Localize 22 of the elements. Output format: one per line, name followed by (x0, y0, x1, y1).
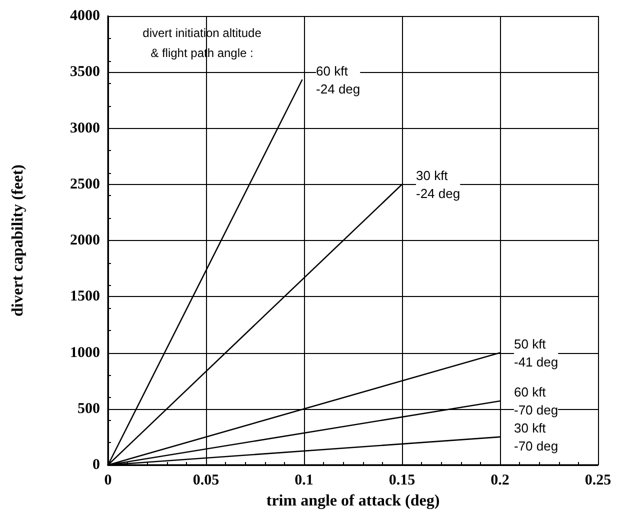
y-tick-label: 2000 (70, 232, 100, 248)
series-label: 50 kft -41 deg (514, 336, 558, 370)
x-tick-label: 0.05 (192, 472, 220, 488)
y-tick-label: 1000 (70, 344, 100, 361)
y-tick-label: 3000 (70, 120, 100, 136)
x-tick-label: 0.15 (388, 472, 416, 488)
x-tick-label: 0.1 (294, 472, 314, 488)
x-tick-label: 0.2 (490, 472, 510, 488)
x-tick-label: 0 (104, 472, 112, 488)
y-axis-title: divert capability (feet) (10, 164, 26, 316)
y-tick-label: 500 (78, 400, 100, 417)
series-label: 30 kft -70 deg (514, 420, 558, 454)
y-tick-label: 0 (92, 457, 100, 473)
series-label: 30 kft -24 deg (416, 168, 460, 201)
y-tick-label: 4000 (70, 8, 100, 24)
series-label: 60 kft -24 deg (316, 63, 360, 96)
x-axis-title: trim angle of attack (deg) (266, 492, 440, 510)
y-tick-label: 3500 (70, 64, 100, 80)
y-tick-label: 2500 (70, 176, 100, 192)
y-tick-label: 1500 (70, 288, 100, 305)
series-label: 60 kft -70 deg (514, 384, 558, 418)
x-tick-label: 0.25 (584, 472, 612, 488)
